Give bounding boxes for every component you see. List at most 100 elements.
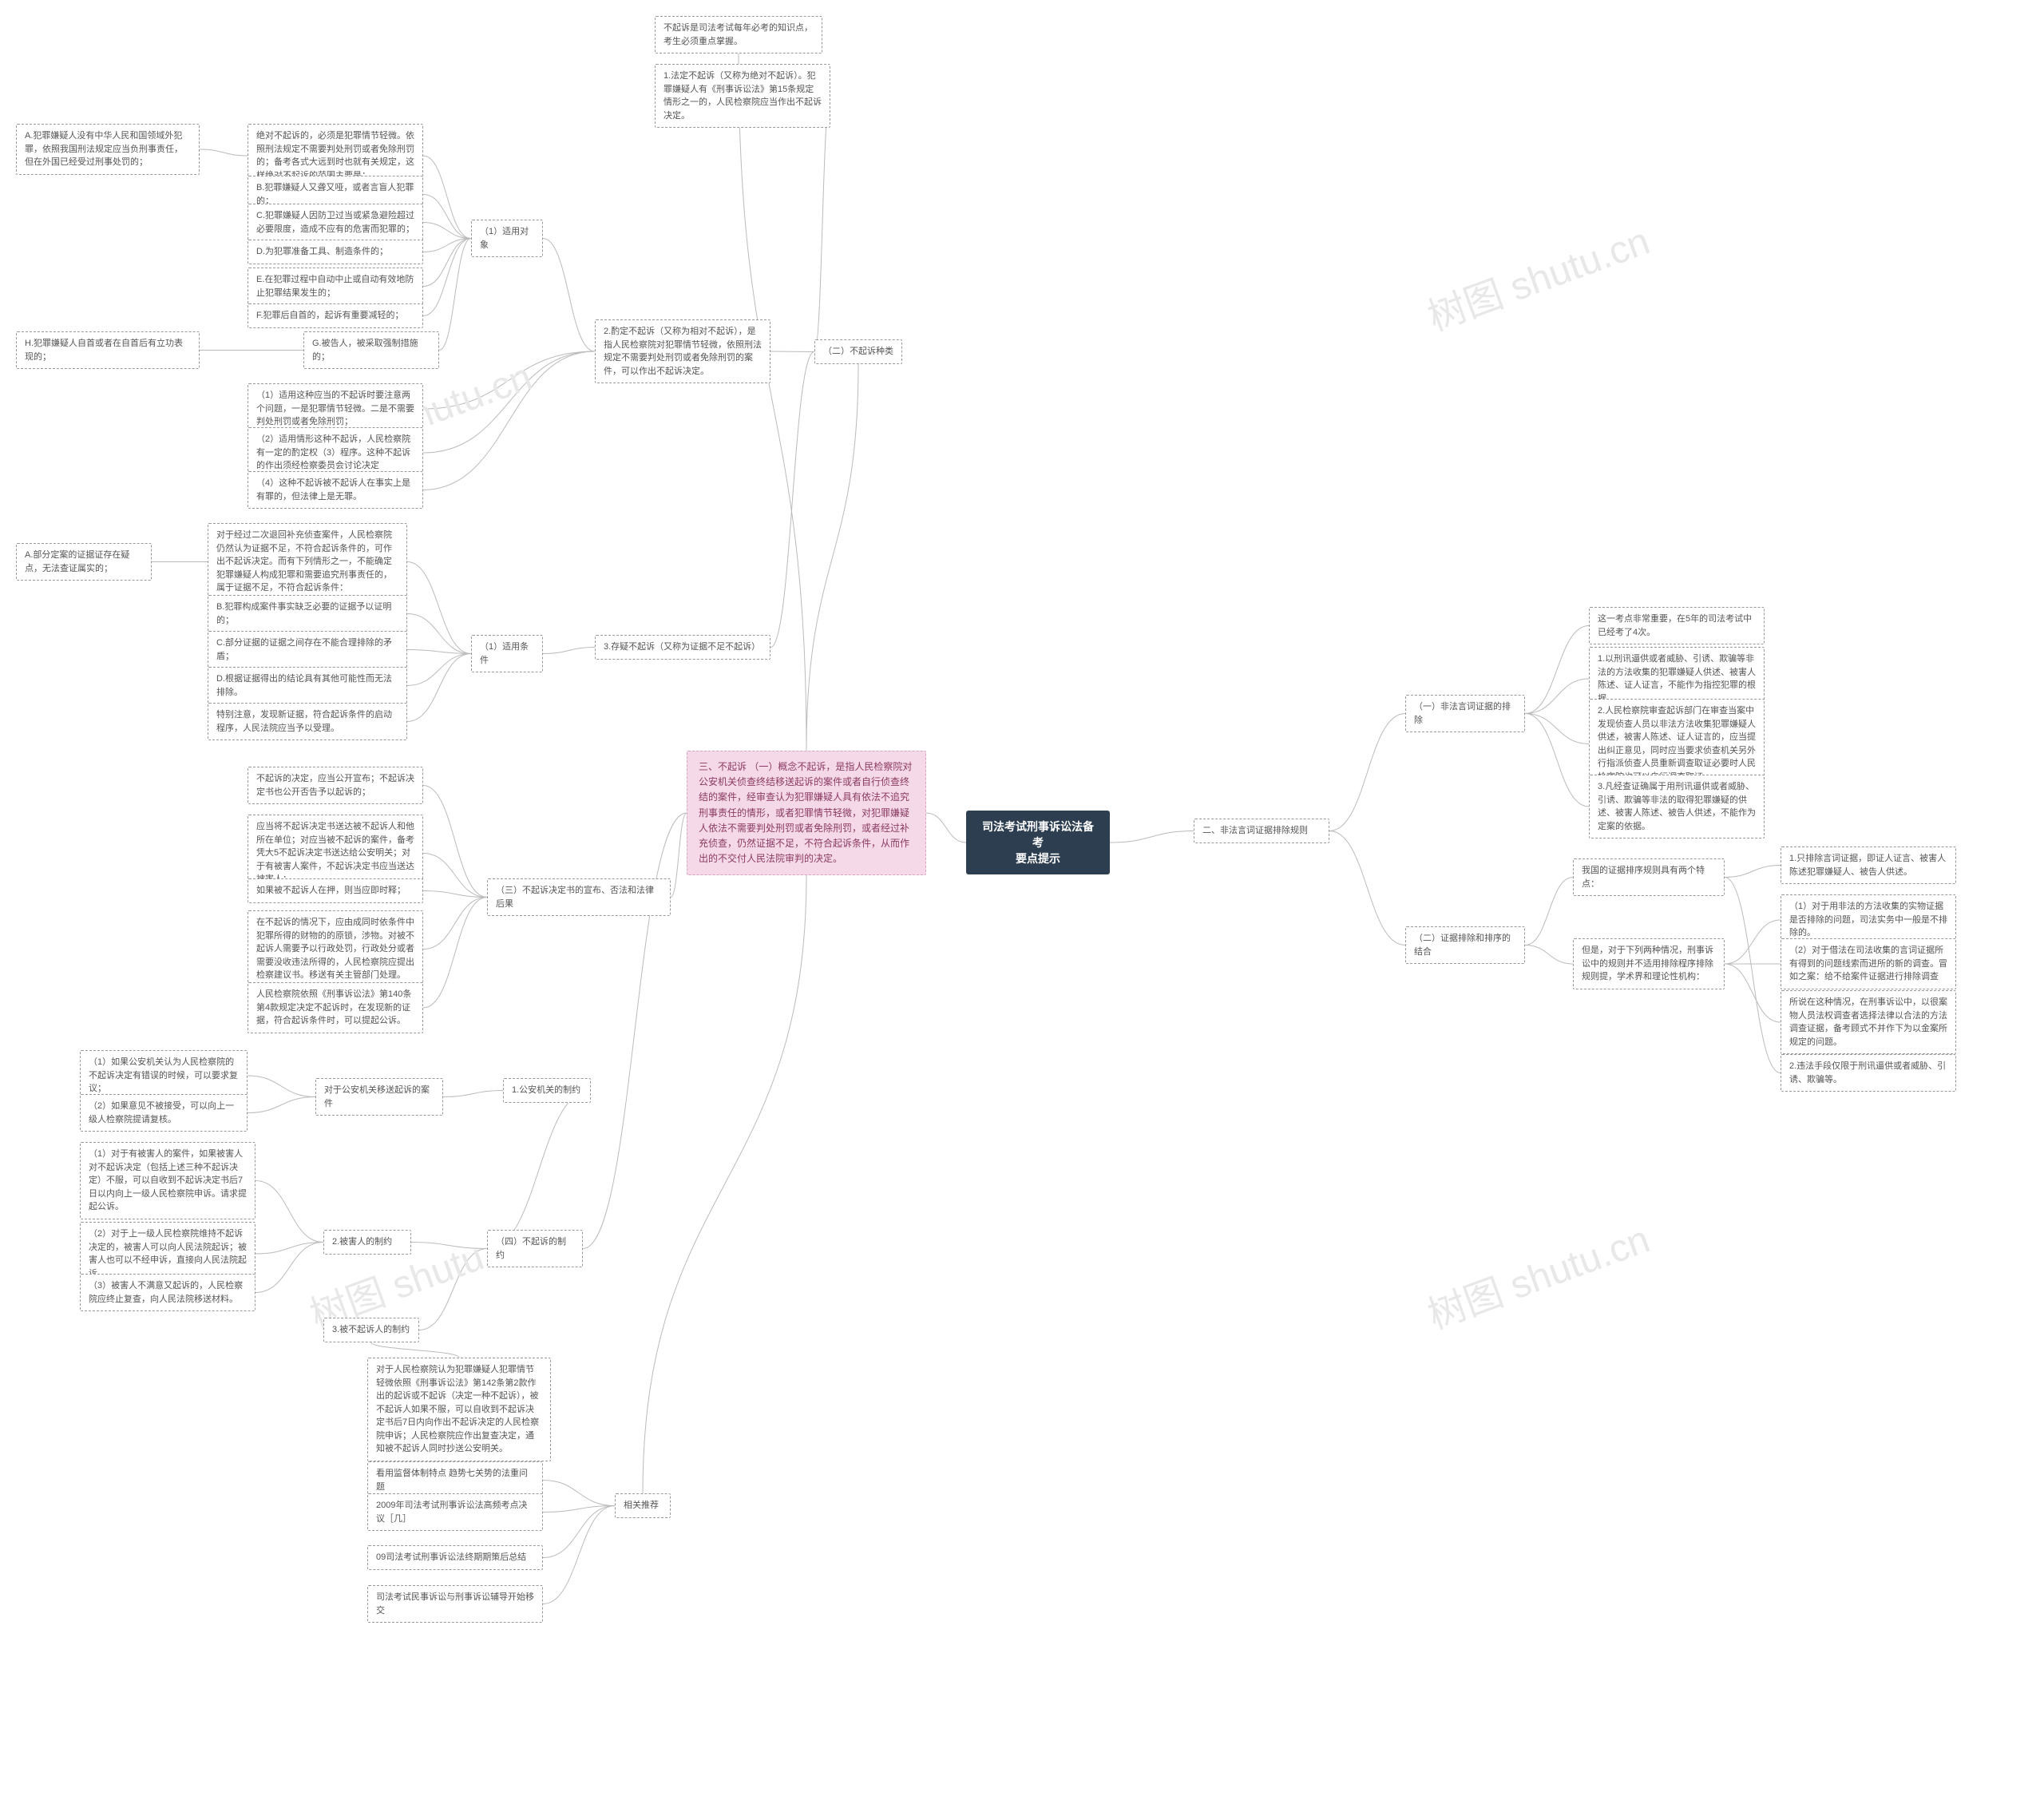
mindmap-node: 对于经过二次退回补充侦查案件，人民检察院仍然认为证据不足，不符合起诉条件的，可作… (208, 523, 407, 601)
mindmap-node: 1.只排除言词证据，即证人证言、被害人陈述犯罪嫌疑人、被告人供述。 (1781, 846, 1956, 884)
connector (423, 891, 487, 898)
mindmap-node: 2009年司法考试刑事诉讼法高频考点决议［几］ (367, 1493, 543, 1531)
connector (423, 854, 487, 898)
connector (487, 1091, 591, 1249)
mindmap-node: F.犯罪后自首的，起诉有重要减轻的； (248, 303, 423, 328)
connector (423, 239, 471, 316)
connector (543, 1506, 615, 1604)
mindmap-node: 2.酌定不起诉（又称为相对不起诉），是指人民检察院对犯罪情节轻微，依照刑法规定不… (595, 319, 770, 383)
connector (543, 1481, 615, 1506)
connector (1725, 878, 1781, 1073)
mindmap-node: （三）不起诉决定书的宣布、否法和法律后果 (487, 878, 671, 916)
connector (248, 1097, 315, 1113)
mindmap-node: 对于人民检察院认为犯罪嫌疑人犯罪情节轻微依照《刑事诉讼法》第142条第2款作出的… (367, 1358, 551, 1461)
mindmap-node: （1）适用这种应当的不起诉时要注意两个问题，一是犯罪情节轻微。二是不需要判处刑罚… (248, 383, 423, 434)
mindmap-node: 相关推荐 (615, 1493, 671, 1518)
connector (419, 1249, 487, 1330)
mindmap-node: A.犯罪嫌疑人没有中华人民和国领域外犯罪，依照我国刑法规定应当负刑事责任，但在外… (16, 124, 200, 175)
mindmap-node: 对于公安机关移送起诉的案件 (315, 1078, 443, 1116)
mindmap-node: 二、非法言词证据排除规则 (1194, 819, 1329, 843)
connector (1525, 878, 1573, 946)
connector (443, 1091, 503, 1097)
connector (423, 351, 595, 453)
mindmap-node: H.犯罪嫌疑人自首或者在自首后有立功表现的； (16, 331, 200, 369)
connector (256, 1243, 323, 1293)
mindmap-node: 司法考试民事诉讼与刑事诉讼辅导开始移交 (367, 1585, 543, 1623)
mindmap-node: 这一考点非常重要，在5年的司法考试中已经考了4次。 (1589, 607, 1765, 644)
connector (1525, 714, 1589, 807)
mindmap-node: （1）对于用非法的方法收集的实物证据是否排除的问题，司法实务中一般是不排除的。 (1781, 894, 1956, 946)
mindmap-node: （二）不起诉种类 (814, 339, 902, 364)
connector (1525, 714, 1589, 744)
connector (407, 562, 471, 654)
mindmap-node: E.在犯罪过程中自动中止或自动有效地防止犯罪结果发生的； (248, 268, 423, 305)
mindmap-node: 3.存疑不起诉（又称为证据不足不起诉） (595, 635, 770, 660)
connector (200, 149, 248, 156)
connector (407, 654, 471, 722)
mindmap-node: 1.法定不起诉（又称为绝对不起诉）。犯罪嫌疑人有《刑事诉讼法》第15条规定情形之… (655, 64, 830, 128)
connector (423, 239, 471, 287)
connector (423, 898, 487, 1009)
connector (256, 1243, 323, 1255)
connector (643, 875, 806, 1493)
root-node: 司法考试刑事诉讼法备考要点提示 (966, 811, 1110, 874)
mindmap-node: 2.违法手段仅限于刑讯逼供或者威胁、引诱、欺骗等。 (1781, 1054, 1956, 1092)
connector (411, 1243, 487, 1249)
mindmap-node: 1.公安机关的制约 (503, 1078, 591, 1103)
mindmap-node: 09司法考试刑事诉讼法终期期策后总结 (367, 1545, 543, 1570)
mindmap-node: C.部分证据的证据之间存在不能合理排除的矛盾； (208, 631, 407, 668)
mindmap-node: （2）适用情形这种不起诉，人民检察院有一定的酌定权（3）程序。这种不起诉的作出须… (248, 427, 423, 478)
mindmap-node: （1）对于有被害人的案件，如果被害人对不起诉决定（包括上述三种不起诉决定）不服，… (80, 1142, 256, 1219)
connector (543, 1506, 615, 1558)
connector (371, 1342, 459, 1358)
connector (926, 813, 966, 843)
connector (543, 648, 595, 654)
mindmap-node: 但是，对于下列两种情况，刑事诉讼中的规则并不适用排除程序排除规则提，学术界和理论… (1573, 938, 1725, 989)
mindmap-node: （二）证据排除和排序的结合 (1405, 926, 1525, 964)
connector (256, 1181, 323, 1243)
connector (407, 650, 471, 654)
connector (1725, 866, 1781, 878)
mindmap-node: A.部分定案的证据证存在疑点，无法查证属实的； (16, 543, 152, 581)
connector (439, 239, 471, 351)
connector (423, 223, 471, 239)
watermark: 树图 shutu.cn (1419, 209, 1656, 341)
connector (423, 351, 595, 409)
mindmap-node: 3.凡经查证确属于用刑讯逼供或者威胁、引诱、欺骗等非法的取得犯罪嫌疑的供述、被害… (1589, 775, 1765, 839)
mindmap-node: （1）适用对象 (471, 220, 543, 257)
connector (1329, 714, 1405, 831)
connector (1110, 831, 1194, 843)
mindmap-node: （3）被害人不满意又起诉的，人民检察院应终止复查，向人民法院移送材料。 (80, 1274, 256, 1311)
mindmap-node: C.犯罪嫌疑人因防卫过当或紧急避险超过必要限度，造成不应有的危害而犯罪的； (248, 204, 423, 241)
connector (543, 239, 595, 352)
connector (1725, 964, 1781, 1022)
mindmap-node: 不起诉的决定，应当公开宣布；不起诉决定书也公开否告予以起诉的； (248, 767, 423, 804)
mindmap-node: （2）对于借法在司法收集的言词证据所有得到的问题线索而进所的新的调查。冒如之案：… (1781, 938, 1956, 989)
connector (423, 898, 487, 950)
mindmap-node: 我国的证据排序规则具有两个特点： (1573, 858, 1725, 896)
mindmap-node: 三、不起诉 （一）概念不起诉，是指人民检察院对公安机关侦查终结移送起诉的案件或者… (687, 751, 926, 875)
mindmap-node: G.被告人，被采取强制措施的； (303, 331, 439, 369)
connector (423, 156, 471, 239)
mindmap-node: 特别注意，发现新证据，符合起诉条件的启动程序，人民法院应当予以受理。 (208, 703, 407, 740)
connector (248, 1076, 315, 1097)
connector (1329, 831, 1405, 946)
connector (1725, 920, 1781, 964)
connector (814, 96, 830, 352)
connector (543, 1506, 615, 1513)
mindmap-node: 如果被不起诉人在押，则当应即时释； (248, 878, 423, 903)
mindmap-node: （2）如果意见不被接受，可以向上一级人检察院提请复核。 (80, 1094, 248, 1132)
mindmap-node: （一）非法言词证据的排除 (1405, 695, 1525, 732)
connector (1525, 679, 1589, 714)
connector (1525, 626, 1589, 714)
connector (423, 239, 471, 252)
connector (770, 351, 814, 352)
mindmap-node: D.为犯罪准备工具、制造条件的； (248, 240, 423, 264)
mindmap-node: （1）如果公安机关认为人民检察院的不起诉决定有错误的时候，可以要求复议； (80, 1050, 248, 1101)
connector (423, 786, 487, 898)
mindmap-node: 在不起诉的情况下，应由成同时依条件中犯罪所得的财物的的原锁，涉物。对被不起诉人需… (248, 910, 423, 988)
connector (671, 813, 687, 898)
connector (770, 352, 814, 648)
mindmap-node: 所说在这种情况，在刑事诉讼中，以很案物人员法权调查者选择法律以合法的方法调查证据… (1781, 990, 1956, 1054)
connector (423, 195, 471, 239)
